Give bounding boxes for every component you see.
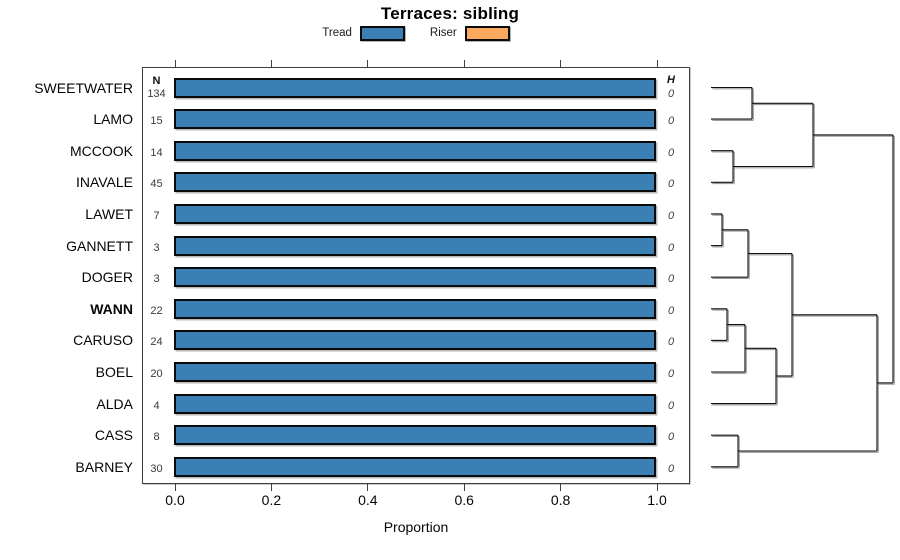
h-value-caruso: 0 [667,336,675,349]
x-tick-label-0.0: 0.0 [165,492,185,508]
h-value-sweetwater: 0 [667,88,675,100]
x-tick-top-0.8 [560,60,562,67]
n-value-lawet: 7 [153,209,160,222]
h-value-inavale: 0 [667,178,675,191]
n-value-inavale: 45 [150,178,163,191]
x-tick-label-0.2: 0.2 [261,492,282,508]
bar-cass [174,425,656,446]
x-tick-label-1.0: 1.0 [647,492,667,508]
legend-label-riser: Riser [429,27,457,39]
row-label-barney: BARNEY [75,458,133,475]
row-label-wann: WANN [90,300,133,317]
chart-title: Terraces: sibling [380,4,520,23]
h-column-header: H [667,74,675,86]
row-label-mccook: MCCOOK [70,142,133,159]
bar-lamo [174,109,656,130]
x-tick-bottom-0.8 [560,484,562,491]
n-value-mccook: 14 [150,146,163,159]
n-value-boel: 20 [150,367,163,380]
row-label-doger: DOGER [81,269,133,286]
row-label-lamo: LAMO [93,111,133,128]
x-tick-bottom-1.0 [656,484,658,491]
h-value-boel: 0 [667,367,675,380]
x-tick-top-0.4 [367,60,369,67]
n-value-lamo: 15 [150,115,163,128]
h-value-wann: 0 [667,304,675,317]
x-tick-top-1.0 [656,60,658,67]
n-value-wann: 22 [150,304,163,317]
bar-wann [174,298,656,319]
x-tick-bottom-0.4 [367,484,369,491]
n-value-alda: 4 [153,399,160,412]
row-label-boel: BOEL [95,363,133,380]
h-value-alda: 0 [667,399,675,412]
x-tick-bottom-0.2 [270,484,272,491]
h-value-mccook: 0 [667,146,675,159]
n-value-doger: 3 [153,273,160,286]
h-value-cass: 0 [667,431,675,444]
row-label-cass: CASS [94,427,133,444]
x-tick-bottom-0.6 [463,484,465,491]
row-label-lawet: LAWET [85,205,133,222]
n-value-gannett: 3 [153,241,160,254]
h-value-lamo: 0 [667,115,675,128]
bar-boel [174,361,656,382]
x-tick-top-0.6 [463,60,465,67]
h-value-barney: 0 [667,462,675,475]
row-label-gannett: GANNETT [66,237,133,254]
x-tick-label-0.4: 0.4 [358,492,378,508]
x-tick-top-0.2 [270,60,272,67]
h-value-doger: 0 [667,273,675,286]
legend-swatch-tread [359,25,405,41]
x-tick-bottom-0.0 [174,484,176,491]
bar-lawet [174,203,656,224]
legend: Tread Riser [142,25,690,41]
row-label-caruso: CARUSO [73,332,133,349]
n-value-cass: 8 [153,431,160,444]
h-value-gannett: 0 [667,241,675,254]
bar-barney [174,456,656,477]
bar-doger [174,267,656,288]
bar-alda [174,393,656,414]
n-value-caruso: 24 [150,336,163,349]
legend-swatch-riser [464,25,510,41]
x-axis-label: Proportion [383,519,449,535]
x-tick-top-0.0 [174,60,176,67]
h-value-lawet: 0 [667,209,675,222]
bar-caruso [174,330,656,351]
row-label-alda: ALDA [96,395,133,412]
row-label-inavale: INAVALE [75,174,133,191]
n-value-barney: 30 [150,462,163,475]
bar-mccook [174,140,656,161]
n-column-header: N [152,75,161,87]
bar-gannett [174,235,656,256]
legend-item-tread: Tread [322,25,405,41]
bar-inavale [174,172,656,193]
n-value-sweetwater: 134 [147,88,166,100]
bar-sweetwater [174,77,656,98]
x-tick-label-0.8: 0.8 [550,492,571,508]
legend-item-riser: Riser [429,25,510,41]
row-label-sweetwater: SWEETWATER [34,79,133,96]
legend-label-tread: Tread [322,27,352,39]
x-tick-label-0.6: 0.6 [454,492,474,508]
